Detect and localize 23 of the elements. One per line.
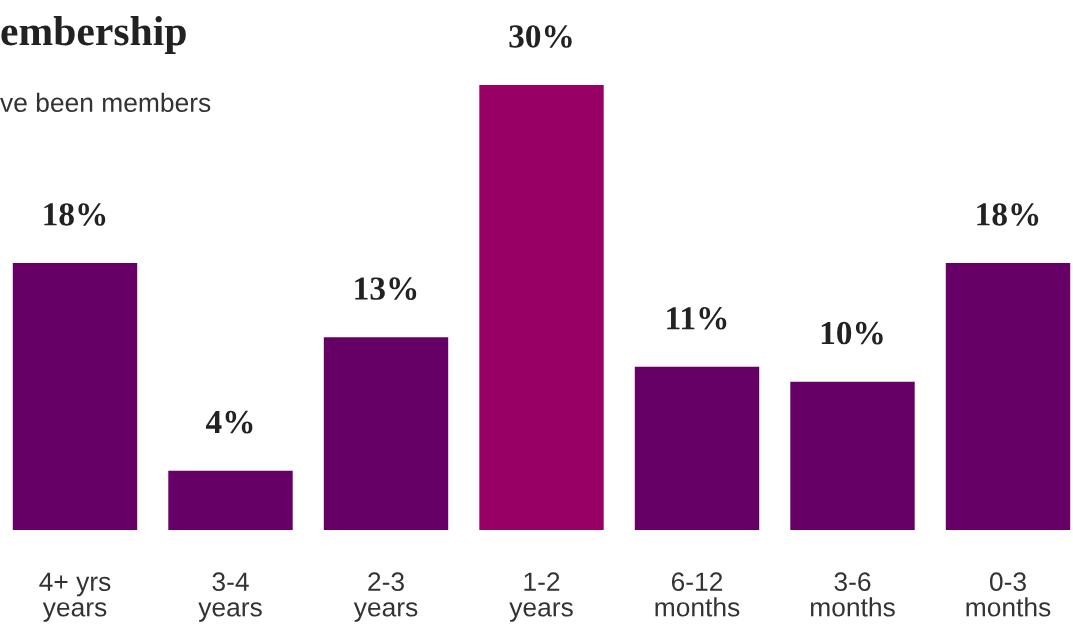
- x-tick-label: 2-3 years: [353, 572, 418, 622]
- chart-title: embership: [1, 16, 186, 54]
- bar: [323, 337, 449, 530]
- x-tick-label: 3-6 months: [810, 572, 895, 617]
- bar: [790, 381, 915, 530]
- x-tick-label: 0-3 months: [966, 572, 1051, 617]
- data-label: 11%: [667, 307, 727, 330]
- data-label: 18%: [977, 203, 1039, 226]
- data-label: 18%: [44, 203, 106, 226]
- bar: [12, 263, 138, 530]
- chart-subtitle: ve been members: [0, 92, 211, 113]
- bar: [634, 366, 760, 530]
- data-label: 30%: [509, 25, 572, 48]
- bar: [479, 85, 604, 530]
- data-label: 10%: [821, 321, 883, 345]
- bar: [168, 470, 293, 530]
- data-label: 13%: [355, 277, 417, 300]
- x-tick-label: 6-12 months: [655, 572, 740, 617]
- bar: [945, 263, 1071, 530]
- x-tick-label: 4+ yrs years: [39, 572, 111, 622]
- x-tick-label: 3-4 years: [198, 572, 262, 622]
- data-label: 4%: [205, 410, 253, 434]
- x-tick-label: 1-2 years: [509, 572, 573, 622]
